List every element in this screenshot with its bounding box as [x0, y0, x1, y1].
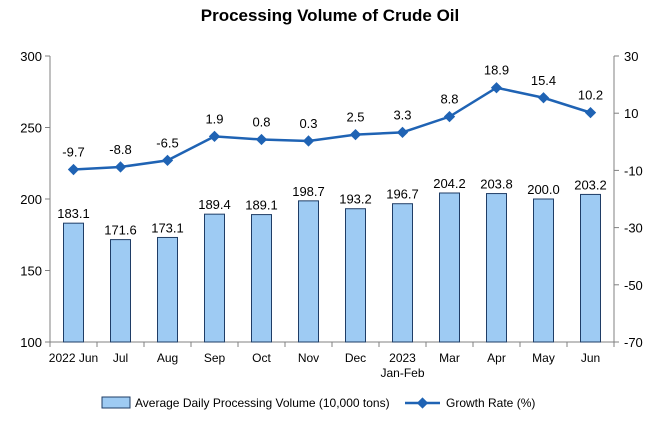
- bar-data-label: 200.0: [527, 182, 560, 197]
- bar-data-label: 171.6: [104, 223, 137, 238]
- line-data-label: -6.5: [156, 135, 178, 150]
- bar-data-label: 203.8: [480, 177, 513, 192]
- bar-data-label: 189.1: [245, 198, 278, 213]
- line-point-marker: [67, 163, 80, 176]
- line-data-label: 1.9: [205, 111, 223, 126]
- bar: [345, 208, 366, 343]
- category-label: Nov: [298, 351, 319, 365]
- right-tick-label: 10: [624, 106, 638, 121]
- bar: [110, 239, 131, 343]
- line-data-label: 0.8: [252, 115, 270, 130]
- legend-bar-label: Average Daily Processing Volume (10,000 …: [135, 396, 390, 410]
- bar: [392, 203, 413, 343]
- category-label: Jul: [113, 351, 128, 365]
- line-point-marker: [302, 135, 315, 147]
- line-data-labels: -9.7 -8.8 -6.5 1.9 0.8 0.3 2.5 3.3 8.8 18.9 15.4 10…: [62, 63, 603, 160]
- bar-data-label: 204.2: [433, 176, 466, 191]
- line-point-marker: [114, 161, 127, 173]
- category-label: 2022 Jun: [49, 351, 98, 365]
- line-point-marker: [396, 126, 409, 139]
- bar-data-label: 183.1: [57, 206, 90, 221]
- line-data-label: -8.8: [109, 142, 131, 157]
- legend-bar-swatch: [101, 396, 131, 409]
- left-tick-label: 150: [20, 264, 42, 279]
- line-point-marker: [584, 106, 597, 119]
- legend-line-marker: [416, 397, 429, 409]
- category-label: May: [532, 351, 555, 365]
- bar: [486, 193, 507, 343]
- category-label: Apr: [487, 351, 506, 365]
- right-tick-label: -50: [624, 278, 643, 293]
- category-labels: 2022 Jun Jul Aug Sep Oct Nov Dec 2023 Jan-Feb Mar…: [49, 351, 600, 380]
- line-point-marker: [443, 110, 456, 123]
- bar-data-label: 203.2: [574, 177, 607, 192]
- bar-data-label: 193.2: [339, 192, 372, 207]
- bar: [204, 213, 225, 343]
- category-label: Aug: [157, 351, 178, 365]
- bar: [63, 222, 84, 343]
- right-tick-label: -30: [624, 221, 643, 236]
- bar-series: [63, 192, 601, 343]
- bar: [251, 214, 272, 343]
- line-data-label: 10.2: [578, 88, 603, 103]
- bar: [298, 200, 319, 343]
- bar-data-label: 189.4: [198, 197, 231, 212]
- category-label: Dec: [345, 351, 366, 365]
- line-data-label: 15.4: [531, 73, 556, 88]
- left-tick-label: 250: [20, 121, 42, 136]
- left-tick-label: 300: [20, 49, 42, 64]
- line-data-label: -9.7: [62, 145, 84, 160]
- growth-rate-line: [73, 86, 591, 171]
- chart-title: Processing Volume of Crude Oil: [200, 6, 460, 25]
- left-tick-label: 200: [20, 192, 42, 207]
- bar: [580, 193, 601, 343]
- bar-data-label: 196.7: [386, 187, 419, 202]
- category-label: Mar: [439, 351, 460, 365]
- category-label: Sep: [204, 351, 226, 365]
- line-point-marker: [161, 154, 174, 167]
- line-point-marker: [208, 130, 221, 143]
- line-data-label: 0.3: [299, 116, 317, 131]
- category-label: 2023 Jan-Feb: [380, 351, 424, 380]
- line-point-marker: [490, 82, 503, 94]
- bar-data-label: 173.1: [151, 220, 184, 235]
- bar-data-labels: 183.1 171.6 173.1 189.4 189.1 198.7 193.2 196.7…: [57, 176, 607, 238]
- left-tick-label: 100: [20, 335, 42, 350]
- line-data-label: 18.9: [484, 63, 509, 78]
- line-point-marker: [537, 92, 550, 104]
- axes: 100 150 200 250 300 -70 -50 -30 -10 10 30: [20, 49, 643, 350]
- line-series: [67, 82, 597, 176]
- bar-data-label: 198.7: [292, 184, 325, 199]
- bar: [157, 236, 178, 343]
- category-label: Jun: [581, 351, 600, 365]
- line-point-marker: [255, 133, 268, 146]
- line-data-label: 2.5: [346, 110, 364, 125]
- right-tick-label: 30: [624, 49, 638, 64]
- right-tick-label: -70: [624, 335, 643, 350]
- line-data-label: 8.8: [440, 92, 458, 107]
- right-tick-label: -10: [624, 163, 643, 178]
- legend-line-label: Growth Rate (%): [446, 396, 535, 410]
- legend: Average Daily Processing Volume (10,000 …: [101, 396, 535, 410]
- line-point-marker: [349, 128, 362, 141]
- category-label: Oct: [252, 351, 271, 365]
- line-data-label: 3.3: [393, 107, 411, 122]
- bar: [439, 192, 460, 343]
- bar: [533, 198, 554, 343]
